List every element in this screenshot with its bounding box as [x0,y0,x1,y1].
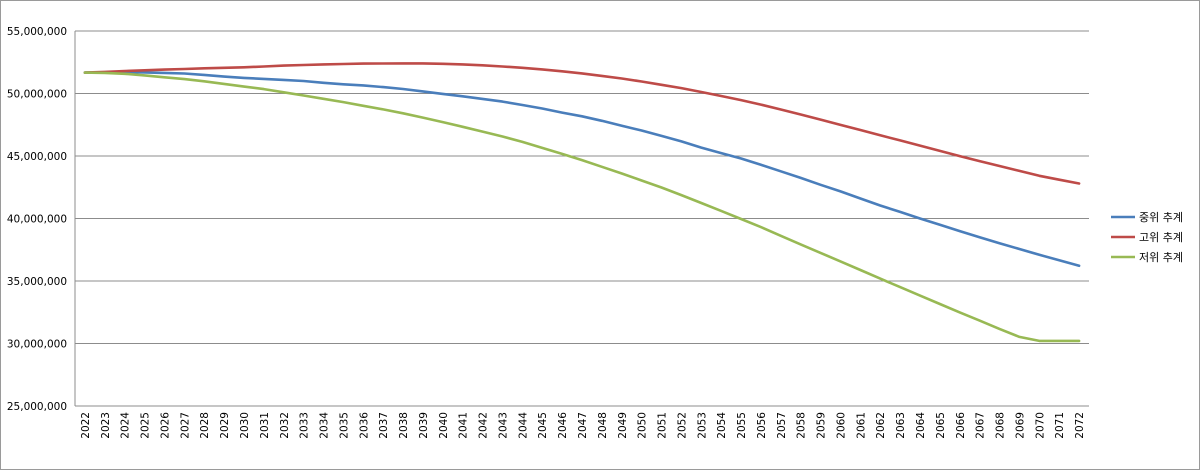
x-tick-label: 2046 [557,412,569,439]
x-tick-label: 2030 [239,412,251,439]
x-tick-label: 2035 [338,412,350,439]
x-tick-label: 2038 [398,412,410,439]
x-tick-label: 2034 [319,412,331,439]
x-tick-label: 2024 [120,412,132,439]
y-tick-label: 55,000,000 [7,26,67,38]
x-tick-label: 2040 [438,412,450,439]
x-tick-label: 2045 [537,412,549,439]
axes [74,31,1089,407]
series-line [83,71,1081,343]
x-tick-label: 2056 [756,412,768,439]
series-lines [83,62,1081,343]
y-tick-label: 30,000,000 [7,339,67,351]
x-tick-label: 2043 [497,412,509,439]
grid-lines [75,30,1089,344]
x-tick-label: 2032 [279,412,291,439]
x-tick-label: 2047 [577,412,589,439]
x-tick-label: 2061 [855,412,867,439]
x-tick-label: 2039 [418,412,430,439]
legend-label: 고위 추계 [1139,231,1183,244]
x-tick-label: 2052 [676,412,688,439]
x-tick-label: 2064 [915,412,927,439]
x-tick-label: 2070 [1034,412,1046,439]
x-tick-label: 2055 [736,412,748,439]
x-tick-label: 2059 [816,412,828,439]
x-tick-label: 2066 [955,412,967,439]
y-tick-label: 35,000,000 [7,276,67,288]
x-tick-label: 2042 [478,412,490,439]
x-tick-label: 2067 [975,412,987,439]
x-tick-label: 2031 [259,412,271,439]
x-tick-label: 2058 [796,412,808,439]
x-tick-label: 2054 [716,412,728,439]
x-tick-label: 2041 [458,412,470,439]
x-tick-label: 2053 [696,412,708,439]
x-tick-label: 2065 [935,412,947,439]
x-tick-label: 2026 [159,412,171,439]
x-tick-label: 2072 [1074,412,1086,439]
x-tick-label: 2071 [1054,412,1066,439]
x-tick-label: 2062 [875,412,887,439]
x-tick-label: 2025 [140,412,152,439]
x-tick-label: 2060 [835,412,847,439]
series-line [83,62,1081,185]
legend-label: 중위 추계 [1139,211,1183,224]
x-tick-label: 2028 [199,412,211,439]
x-tick-label: 2027 [179,412,191,439]
x-tick-label: 2068 [995,412,1007,439]
x-tick-label: 2063 [895,412,907,439]
y-tick-label: 25,000,000 [7,401,67,413]
y-tick-label: 40,000,000 [7,214,67,226]
x-tick-label: 2051 [657,412,669,439]
x-tick-label: 2049 [617,412,629,439]
y-tick-label: 45,000,000 [7,151,67,163]
x-tick-label: 2022 [80,412,92,439]
x-tick-label: 2029 [219,412,231,439]
x-tick-label: 2044 [517,412,529,439]
x-tick-label: 2036 [358,412,370,439]
y-tick-label: 50,000,000 [7,89,67,101]
y-axis-ticks: 25,000,000 30,000,000 35,000,000 40,000,000… [7,26,67,413]
x-tick-label: 2023 [100,412,112,439]
x-axis-ticks: 2022 2023 2024 2025 2026 2027 2028 2029 2030 2031… [80,412,1086,439]
x-tick-label: 2033 [299,412,311,439]
legend-label: 저위 추계 [1139,251,1183,264]
x-tick-label: 2037 [378,412,390,439]
x-tick-label: 2048 [597,412,609,439]
series-line [83,70,1081,268]
x-tick-label: 2050 [637,412,649,439]
x-tick-label: 2057 [776,412,788,439]
x-tick-label: 2069 [1014,412,1026,439]
